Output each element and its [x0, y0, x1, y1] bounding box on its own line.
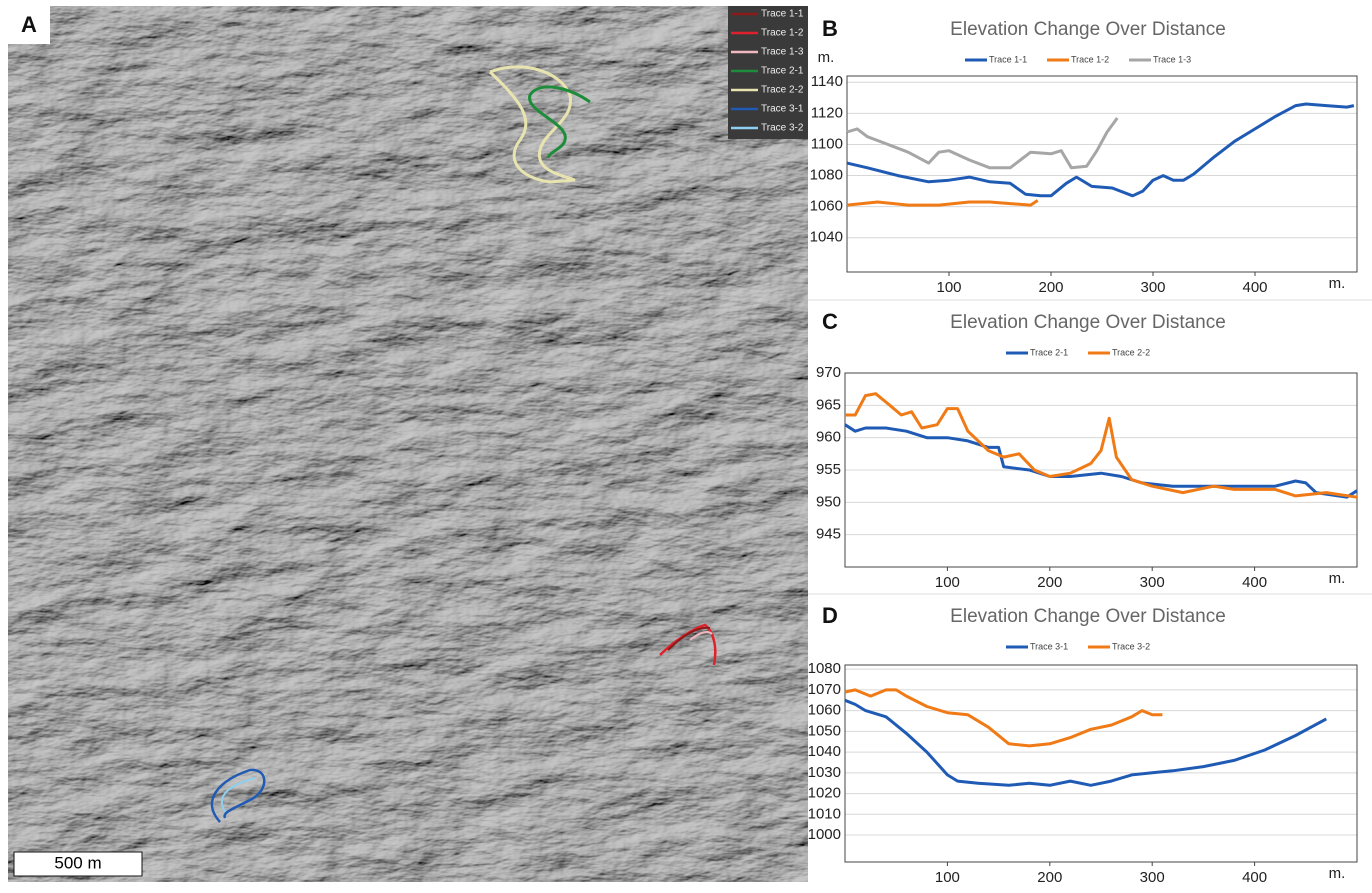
panel-label: C [822, 309, 838, 334]
x-tick-label: 200 [1037, 574, 1062, 591]
series-line [845, 425, 1357, 498]
map-legend-label: Trace 3-2 [761, 123, 804, 134]
map-legend-label: Trace 1-1 [761, 9, 804, 20]
panel-label: D [822, 603, 838, 628]
y-tick-label: 965 [816, 396, 841, 413]
y-axis-label: m. [818, 49, 835, 66]
legend-label: Trace 3-1 [1030, 641, 1068, 651]
x-tick-label: 300 [1140, 279, 1165, 296]
chart-title: Elevation Change Over Distance [950, 606, 1226, 627]
series-line [847, 118, 1117, 168]
y-tick-label: 1060 [808, 702, 841, 719]
legend-label: Trace 3-2 [1112, 641, 1150, 651]
y-tick-label: 1100 [811, 135, 843, 152]
x-axis-label: m. [1329, 570, 1346, 587]
x-tick-label: 100 [936, 279, 961, 296]
legend-label: Trace 2-1 [1030, 347, 1068, 357]
y-tick-label: 970 [816, 364, 841, 381]
y-tick-label: 1080 [810, 167, 843, 184]
y-tick-label: 960 [816, 429, 841, 446]
y-tick-label: 1010 [808, 805, 841, 822]
x-tick-label: 100 [935, 574, 960, 591]
series-line [847, 200, 1038, 205]
legend-label: Trace 2-2 [1112, 347, 1150, 357]
x-axis-label: m. [1329, 275, 1346, 292]
map-panel: A Trace 1-1 Trace 1-2 Trace 1-3 Trace 2-1 Tr… [8, 6, 808, 882]
figure: A Trace 1-1 Trace 1-2 Trace 1-3 Trace 2-1 Tr… [0, 0, 1372, 888]
legend-label: Trace 1-3 [1153, 54, 1191, 64]
y-tick-label: 950 [816, 493, 841, 510]
x-tick-label: 400 [1242, 869, 1267, 886]
y-tick-label: 1140 [811, 73, 843, 90]
map-legend-label: Trace 2-2 [761, 85, 804, 96]
map-legend-label: Trace 1-2 [761, 28, 804, 39]
y-tick-label: 1120 [811, 104, 843, 121]
map-texture [8, 6, 808, 882]
y-tick-label: 1060 [810, 198, 843, 215]
y-tick-label: 955 [816, 461, 841, 478]
panel-label: A [21, 12, 37, 37]
y-tick-label: 1040 [810, 229, 843, 246]
y-tick-label: 1000 [808, 826, 841, 843]
x-tick-label: 300 [1140, 869, 1165, 886]
map-legend-label: Trace 2-1 [761, 66, 804, 77]
y-tick-label: 1020 [808, 785, 841, 802]
plot-frame [845, 665, 1357, 862]
series-line [847, 104, 1354, 196]
x-tick-label: 200 [1037, 869, 1062, 886]
chart-title: Elevation Change Over Distance [950, 19, 1226, 40]
y-tick-label: 1080 [808, 660, 841, 677]
x-tick-label: 100 [935, 869, 960, 886]
x-tick-label: 200 [1038, 279, 1063, 296]
x-tick-label: 300 [1140, 574, 1165, 591]
y-tick-label: 1030 [808, 764, 841, 781]
map-legend-label: Trace 3-1 [761, 104, 804, 115]
plot-frame [847, 76, 1357, 272]
x-axis-label: m. [1329, 865, 1346, 882]
series-line [845, 690, 1162, 746]
y-tick-label: 1050 [808, 722, 841, 739]
y-tick-label: 1070 [808, 681, 841, 698]
legend-label: Trace 1-1 [989, 54, 1027, 64]
x-tick-label: 400 [1242, 279, 1267, 296]
y-tick-label: 1040 [808, 743, 841, 760]
chart-title: Elevation Change Over Distance [950, 312, 1226, 333]
panel-label: B [822, 16, 838, 41]
legend-label: Trace 1-2 [1071, 54, 1109, 64]
y-tick-label: 945 [816, 526, 841, 543]
series-line [845, 394, 1357, 498]
map-legend-label: Trace 1-3 [761, 47, 804, 58]
x-tick-label: 400 [1242, 574, 1267, 591]
scale-bar-label: 500 m [54, 853, 101, 872]
